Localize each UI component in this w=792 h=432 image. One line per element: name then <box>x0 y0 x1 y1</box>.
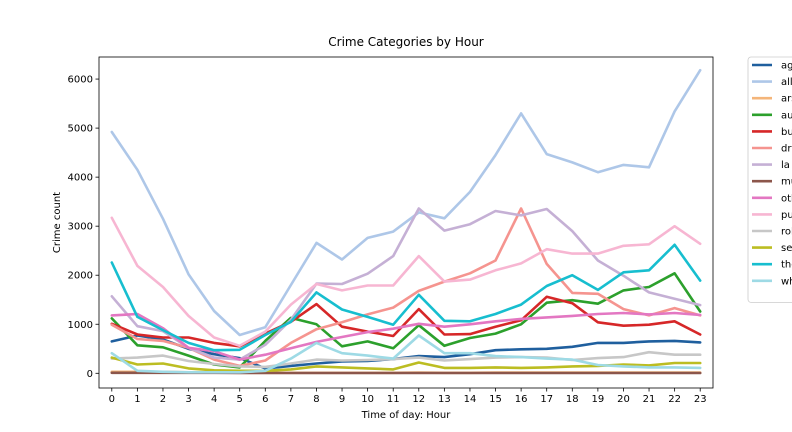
legend-label-rol: rol <box>781 227 792 238</box>
y-axis: 0 1000 2000 3000 4000 5000 6000 <box>68 75 99 380</box>
legend-label-the: the <box>781 260 792 271</box>
legend-label-bu: bu <box>781 127 792 138</box>
x-tick-label: 11 <box>387 394 400 405</box>
x-axis: 0 1 2 3 4 5 6 7 8 9 10 11 12 13 14 15 16 17 18 19 20 21 22 23 <box>109 388 707 405</box>
legend-label-ars: ars <box>781 94 792 105</box>
x-tick-label: 4 <box>211 394 217 405</box>
x-tick-label: 21 <box>643 394 656 405</box>
x-tick-label: 15 <box>489 394 502 405</box>
legend-label-se: se <box>781 243 792 254</box>
x-tick-label: 12 <box>412 394 425 405</box>
x-tick-label: 5 <box>237 394 243 405</box>
x-tick-label: 22 <box>668 394 681 405</box>
series-line-rol <box>110 350 702 369</box>
series-line-wh <box>110 334 702 374</box>
y-tick-label: 5000 <box>68 124 93 135</box>
legend-label-pu: pu <box>781 210 792 221</box>
x-tick-label: 18 <box>566 394 579 405</box>
y-axis-label: Crime count <box>52 192 63 253</box>
x-tick-label: 0 <box>109 394 115 405</box>
legend-label-la: la <box>781 160 790 171</box>
series-line-all <box>110 68 702 337</box>
series-line-oth <box>110 311 702 361</box>
series-line-the <box>110 243 702 352</box>
y-tick-label: 3000 <box>68 222 93 233</box>
x-tick-label: 13 <box>438 394 451 405</box>
x-tick-label: 17 <box>540 394 553 405</box>
x-tick-label: 3 <box>185 394 191 405</box>
legend-label-all: all <box>781 77 792 88</box>
y-tick-label: 1000 <box>68 320 93 331</box>
x-tick-label: 2 <box>160 394 166 405</box>
x-tick-label: 14 <box>464 394 477 405</box>
x-tick-label: 10 <box>361 394 374 405</box>
plot-area <box>98 56 714 389</box>
legend-label-wh: wh <box>781 276 792 287</box>
legend-label-mu: mu <box>781 177 792 188</box>
series-lines <box>110 68 702 375</box>
series-line-dr <box>110 207 702 368</box>
x-tick-label: 1 <box>134 394 140 405</box>
x-tick-label: 7 <box>288 394 294 405</box>
x-tick-label: 9 <box>339 394 345 405</box>
x-tick-label: 8 <box>313 394 319 405</box>
y-tick-label: 6000 <box>68 75 93 86</box>
legend-frame <box>747 56 792 303</box>
legend-label-dr: dr <box>781 144 792 155</box>
chart-title: Crime Categories by Hour <box>328 35 484 49</box>
legend: ag all ars au bu dr la mu oth pu rol se the wh <box>747 56 792 303</box>
legend-label-ag: ag <box>781 61 792 72</box>
legend-label-au: au <box>781 110 792 121</box>
series-line-bu <box>110 295 702 348</box>
x-tick-label: 20 <box>617 394 630 405</box>
series-line-la <box>110 207 702 361</box>
series-line-pu <box>110 216 702 348</box>
x-tick-label: 23 <box>694 394 707 405</box>
y-tick-label: 2000 <box>68 271 93 282</box>
x-tick-label: 19 <box>592 394 605 405</box>
x-axis-label: Time of day: Hour <box>361 410 452 421</box>
x-tick-label: 6 <box>262 394 268 405</box>
x-tick-label: 16 <box>515 394 528 405</box>
legend-label-oth: oth <box>781 193 792 204</box>
y-tick-label: 4000 <box>68 173 93 184</box>
y-tick-label: 0 <box>87 369 93 380</box>
